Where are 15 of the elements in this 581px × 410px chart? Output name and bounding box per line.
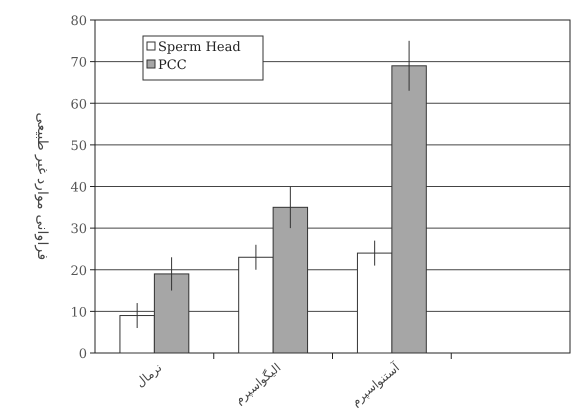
- y-tick-label: 40: [70, 180, 87, 196]
- y-tick-label: 70: [70, 56, 87, 71]
- x-tick-label: آستنواسپرم: [348, 359, 403, 409]
- legend-label: PCC: [158, 58, 187, 73]
- x-tick-label: نرمال: [133, 360, 164, 390]
- y-tick-label: 60: [70, 97, 87, 112]
- y-tick-label: 30: [70, 222, 87, 238]
- y-axis-title: فراوانی موارد غیر طبیعی: [34, 112, 50, 261]
- y-tick-label: 20: [70, 264, 87, 279]
- y-tick-label: 0: [78, 347, 87, 362]
- y-tick-label: 50: [70, 138, 87, 154]
- legend-label: Sperm Head: [158, 40, 241, 55]
- x-tick-label: الیگواسپرم: [232, 360, 284, 407]
- y-tick-label: 80: [70, 14, 87, 29]
- y-tick-label: 10: [70, 305, 87, 320]
